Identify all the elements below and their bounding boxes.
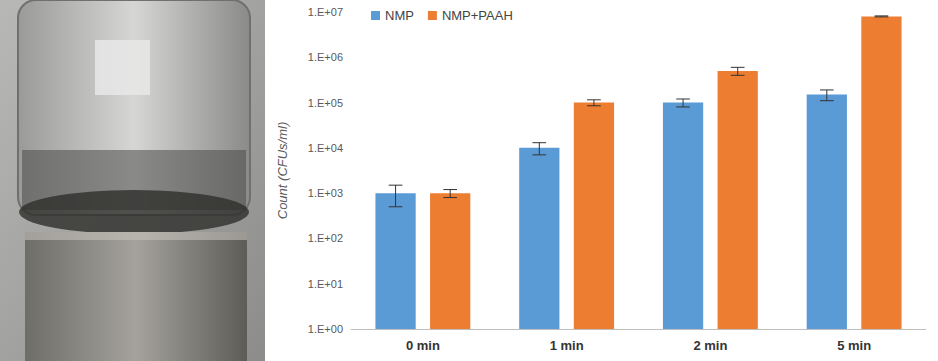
svg-text:1.E+01: 1.E+01: [308, 278, 343, 290]
svg-text:1.E+05: 1.E+05: [308, 97, 343, 109]
svg-text:1.E+04: 1.E+04: [308, 142, 343, 154]
svg-text:1.E+03: 1.E+03: [308, 187, 343, 199]
svg-text:2 min: 2 min: [693, 338, 727, 353]
svg-text:1 min: 1 min: [550, 338, 584, 353]
svg-text:5 min: 5 min: [837, 338, 871, 353]
svg-text:1.E+02: 1.E+02: [308, 232, 343, 244]
svg-text:1.E+07: 1.E+07: [308, 6, 343, 18]
svg-text:NMP: NMP: [385, 8, 414, 23]
svg-text:1.E+06: 1.E+06: [308, 51, 343, 63]
svg-text:0 min: 0 min: [406, 338, 440, 353]
svg-text:NMP+PAAH: NMP+PAAH: [442, 8, 513, 23]
svg-text:1.E+00: 1.E+00: [308, 323, 343, 335]
svg-text:Count (CFUs/ml): Count (CFUs/ml): [275, 122, 290, 220]
